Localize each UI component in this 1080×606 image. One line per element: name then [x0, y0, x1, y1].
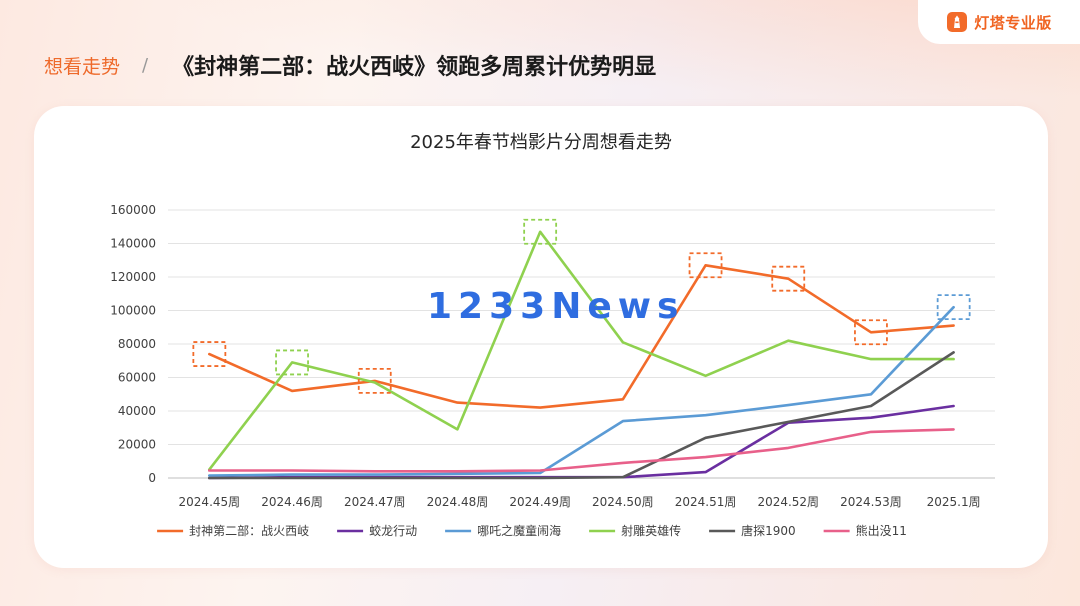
legend-item: 唐探1900	[709, 523, 796, 538]
series-line	[208, 351, 955, 480]
legend-label: 蛟龙行动	[369, 523, 417, 538]
legend-label: 熊出没11	[856, 523, 907, 538]
highlight-marker	[275, 349, 309, 376]
y-tick-label: 120000	[110, 270, 156, 284]
legend-item: 封神第二部：战火西岐	[157, 523, 309, 538]
brand-name: 灯塔专业版	[974, 13, 1052, 32]
x-tick-label: 2024.47周	[344, 495, 406, 509]
y-tick-label: 0	[148, 471, 156, 485]
x-tick-label: 2024.53周	[840, 495, 902, 509]
legend-label: 唐探1900	[741, 523, 796, 538]
page-title: 《封神第二部：战火西岐》领跑多周累计优势明显	[172, 55, 657, 80]
y-tick-label: 160000	[110, 203, 156, 217]
highlight-marker	[854, 319, 888, 346]
legend-item: 哪吒之魔童闹海	[445, 523, 561, 538]
x-tick-label: 2024.52周	[757, 495, 819, 509]
y-tick-label: 140000	[110, 237, 156, 251]
line-chart: 2025年春节档影片分周想看走势 0 20000 40000 60000 80000 10…	[110, 132, 995, 538]
chart-card: 2025年春节档影片分周想看走势 0 20000 40000 60000 80000 10…	[34, 106, 1048, 568]
lighthouse-icon	[947, 12, 968, 32]
page-header: 想看走势 / 《封神第二部：战火西岐》领跑多周累计优势明显	[44, 48, 656, 82]
highlight-marker	[357, 367, 392, 394]
highlight-marker	[192, 341, 227, 367]
highlight-marker	[936, 294, 971, 321]
legend-item: 蛟龙行动	[337, 523, 417, 538]
x-tick-label: 2024.46周	[261, 495, 323, 509]
legend-label: 射雕英雄传	[621, 523, 681, 538]
legend-item: 熊出没11	[823, 523, 907, 538]
breadcrumb-separator: /	[142, 54, 149, 76]
legend-item: 射雕英雄传	[589, 523, 681, 538]
y-tick-label: 100000	[110, 304, 156, 318]
series-line	[208, 305, 955, 477]
series-line	[208, 230, 955, 471]
highlight-marker	[523, 218, 558, 245]
watermark-text: 1233News	[427, 286, 684, 327]
series-line	[208, 264, 955, 409]
x-tick-label: 2024.50周	[592, 495, 654, 509]
legend-label: 封神第二部：战火西岐	[189, 523, 309, 538]
x-tick-label: 2025.1周	[927, 495, 981, 509]
y-tick-label: 20000	[118, 438, 156, 452]
x-tick-label: 2024.49周	[509, 495, 571, 509]
highlight-marker	[771, 265, 806, 292]
legend-label: 哪吒之魔童闹海	[477, 523, 561, 538]
y-tick-label: 40000	[118, 404, 156, 418]
y-tick-label: 80000	[118, 337, 156, 351]
series-line	[208, 428, 955, 473]
x-tick-label: 2024.48周	[427, 495, 489, 509]
brand-badge: 灯塔专业版	[918, 0, 1080, 44]
y-tick-label: 60000	[118, 371, 156, 385]
x-tick-label: 2024.51周	[675, 495, 737, 509]
x-tick-label: 2024.45周	[179, 495, 241, 509]
chart-title: 2025年春节档影片分周想看走势	[410, 132, 672, 153]
highlight-marker	[688, 252, 723, 279]
breadcrumb: 想看走势	[44, 55, 121, 78]
